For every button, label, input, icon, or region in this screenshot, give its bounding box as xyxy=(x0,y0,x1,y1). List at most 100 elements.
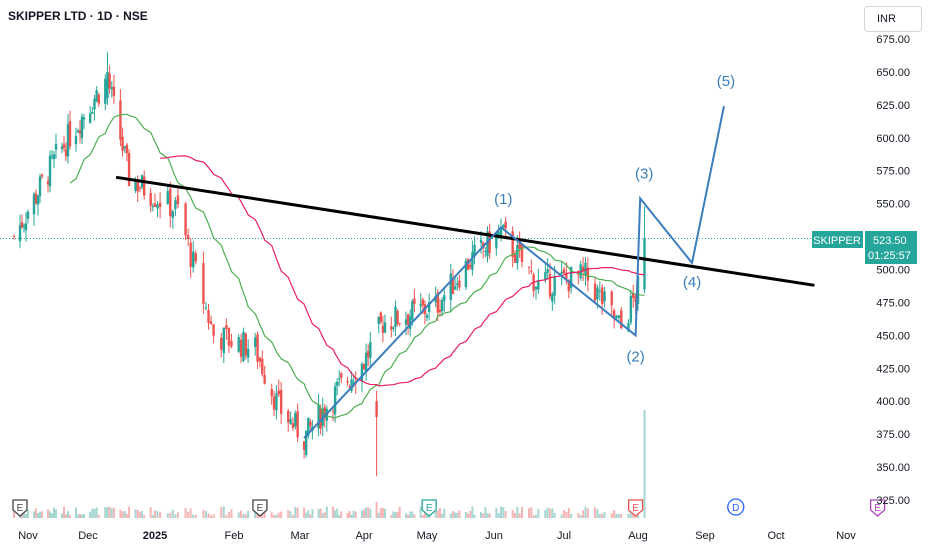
candle-body xyxy=(438,309,442,313)
trendline[interactable] xyxy=(115,175,815,287)
candle-body xyxy=(24,223,28,231)
candle-body xyxy=(54,143,58,150)
volume-bar xyxy=(77,514,79,518)
volume-bar xyxy=(346,513,349,518)
candle-body xyxy=(32,193,36,215)
candle-body xyxy=(436,292,440,313)
candle-body xyxy=(261,358,264,375)
candle-body xyxy=(50,155,54,157)
elliott-wave-path[interactable] xyxy=(303,105,725,439)
candle-body xyxy=(466,259,470,270)
volume-bar xyxy=(189,508,192,518)
volume-bar xyxy=(549,508,551,518)
candle-body xyxy=(171,211,175,219)
volume-bar xyxy=(275,514,278,518)
volume-bar xyxy=(610,513,613,518)
y-axis[interactable]: 675.00650.00625.00600.00575.00550.00525.… xyxy=(876,34,910,507)
earnings-marker[interactable]: E xyxy=(12,499,28,517)
candle-body xyxy=(169,188,172,217)
x-tick-label: Jul xyxy=(557,530,571,542)
volume-bar xyxy=(303,507,306,518)
earnings-marker[interactable]: E xyxy=(627,499,644,517)
candle-body xyxy=(309,421,312,427)
volume-bar xyxy=(375,501,378,518)
volume-bar xyxy=(598,514,601,518)
volume-bar xyxy=(360,510,363,518)
dividend-marker[interactable]: D xyxy=(727,498,745,516)
earnings-marker[interactable]: E xyxy=(869,499,886,517)
volume-bar xyxy=(323,512,326,518)
moving-averages xyxy=(69,113,645,419)
candle-body xyxy=(504,221,507,229)
volume-bar xyxy=(518,513,521,518)
volume-bar xyxy=(379,508,382,518)
volume-bar xyxy=(582,510,585,518)
volume-bar xyxy=(225,515,228,518)
candle-body xyxy=(242,331,245,362)
volume-bars xyxy=(13,410,646,518)
candle-body xyxy=(484,251,487,253)
volume-bar xyxy=(577,513,580,518)
x-tick-label: Apr xyxy=(355,530,372,542)
y-tick-label: 600.00 xyxy=(876,133,910,145)
volume-bar xyxy=(112,507,115,518)
volume-bar xyxy=(436,510,439,518)
candle-body xyxy=(453,286,457,290)
candle-body xyxy=(18,225,22,242)
volume-bar xyxy=(643,410,646,518)
candle-body xyxy=(369,342,372,359)
candle-body xyxy=(551,294,554,302)
candle-body xyxy=(189,242,192,267)
volume-bar xyxy=(464,511,467,518)
candle-body xyxy=(375,401,378,418)
volume-bar xyxy=(27,510,29,518)
volume-bar xyxy=(311,509,314,518)
volume-bar xyxy=(110,508,113,518)
y-tick-label: 575.00 xyxy=(876,166,910,178)
currency-button[interactable]: INR xyxy=(864,6,922,32)
volume-bar xyxy=(134,509,137,518)
volume-bar xyxy=(166,513,169,518)
candle-body xyxy=(104,78,107,104)
candle-body xyxy=(279,390,283,414)
ma-short-line xyxy=(69,113,645,419)
candle-body xyxy=(151,205,155,207)
earnings-marker[interactable]: E xyxy=(421,499,437,517)
candle-body xyxy=(534,286,538,290)
volume-bar xyxy=(409,511,412,518)
candle-body xyxy=(352,382,355,384)
earnings-marker[interactable]: E xyxy=(252,499,268,517)
candle-body xyxy=(364,352,368,373)
volume-bar xyxy=(544,509,547,518)
candle-body xyxy=(502,224,505,228)
svg-text:E: E xyxy=(426,503,433,514)
volume-bar xyxy=(497,512,500,518)
candle-body xyxy=(304,430,308,456)
candle-body xyxy=(68,121,72,147)
candle-body xyxy=(158,202,162,208)
volume-bar xyxy=(174,514,177,518)
candle-body xyxy=(209,321,213,324)
volume-bar xyxy=(363,509,365,518)
candle-body xyxy=(36,195,40,205)
candle-body xyxy=(112,86,116,97)
volume-bar xyxy=(93,508,96,518)
volume-bar xyxy=(560,514,563,518)
volume-bar xyxy=(334,510,337,518)
volume-bar xyxy=(237,512,240,518)
x-axis[interactable]: Nov Dec 2025 Feb Mar Apr May Jun Jul Aug Sep Oct Nov xyxy=(18,530,856,542)
candle-body xyxy=(38,176,42,197)
volume-bar xyxy=(67,511,69,518)
candle-body xyxy=(246,348,250,358)
volume-bar xyxy=(434,510,437,518)
candle-body xyxy=(629,295,633,323)
candle-body xyxy=(473,244,476,257)
candle-body xyxy=(134,181,137,191)
volume-bar xyxy=(212,514,215,518)
volume-bar xyxy=(384,508,386,518)
volume-bar xyxy=(570,513,573,518)
candle-body xyxy=(586,267,590,281)
candle-body xyxy=(394,306,397,328)
